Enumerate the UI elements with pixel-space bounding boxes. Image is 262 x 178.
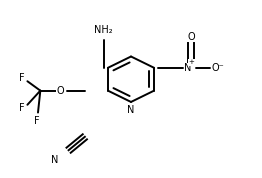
Text: N: N: [184, 63, 191, 73]
Text: F: F: [19, 73, 25, 83]
Text: O⁻: O⁻: [211, 63, 224, 73]
Text: F: F: [34, 116, 40, 126]
Text: O: O: [187, 32, 195, 42]
Text: +: +: [189, 59, 195, 66]
Text: F: F: [19, 103, 25, 113]
Text: N: N: [51, 155, 58, 165]
Text: N: N: [127, 105, 135, 115]
Text: NH₂: NH₂: [94, 25, 113, 35]
Text: O: O: [56, 86, 64, 96]
